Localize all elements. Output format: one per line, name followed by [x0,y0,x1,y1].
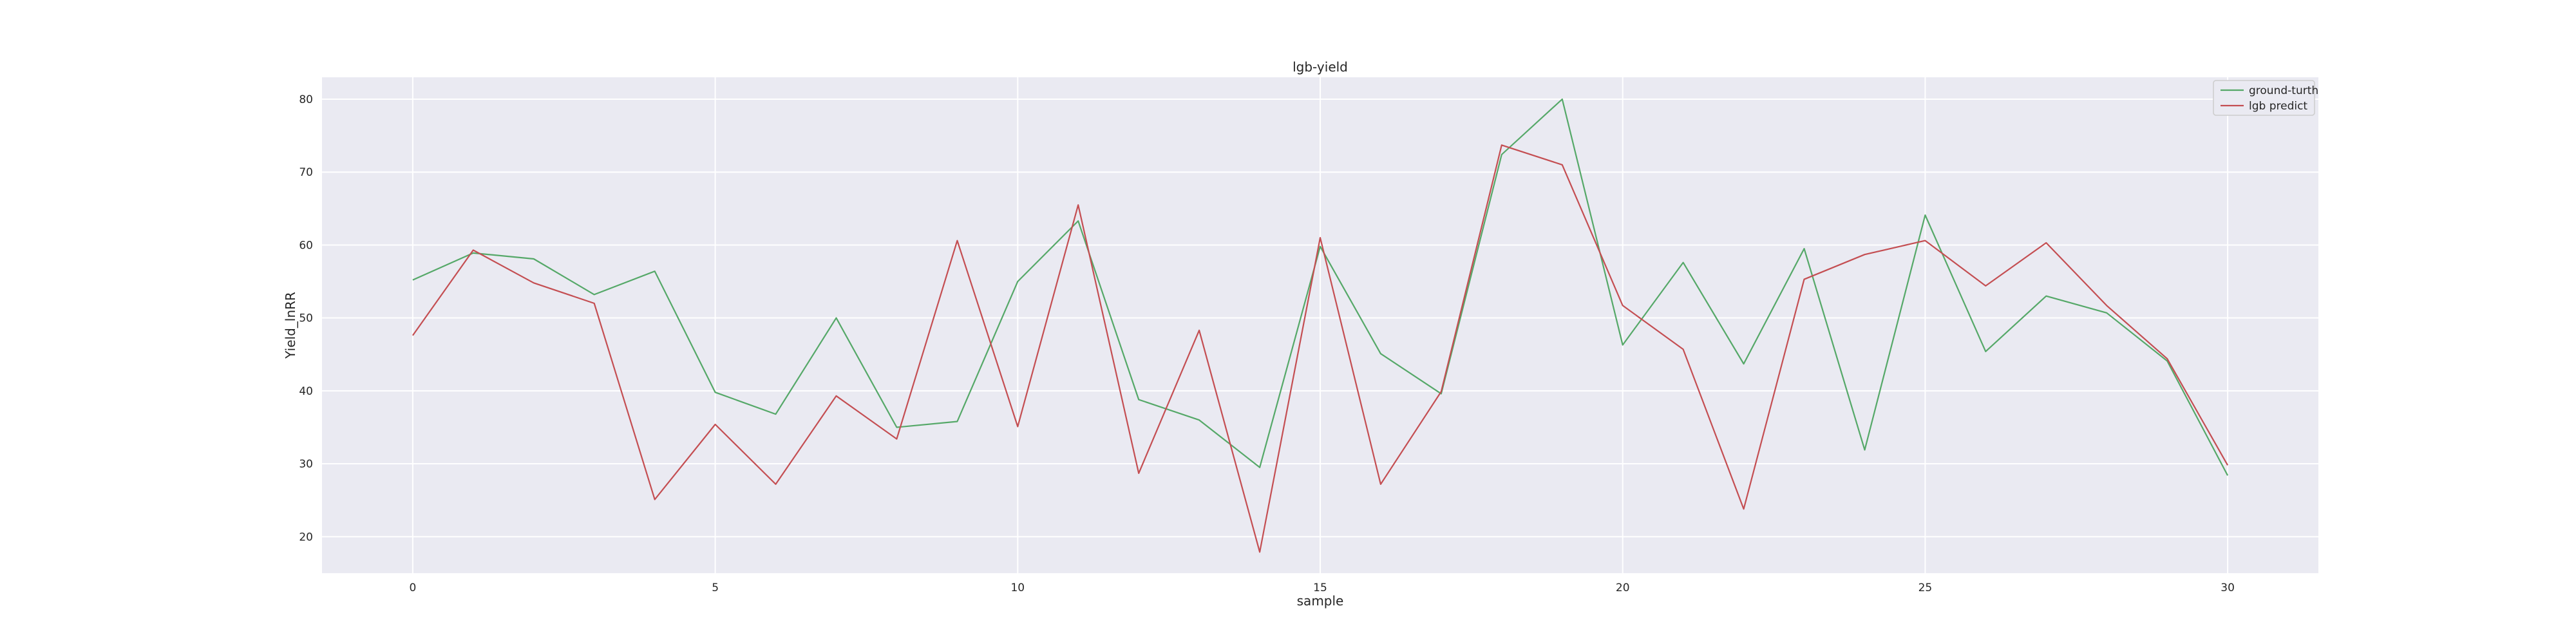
legend-label-ground-turth: ground-turth [2249,84,2318,97]
x-tick-label: 25 [1918,582,1933,594]
x-tick-label: 5 [712,582,719,594]
x-tick-label: 10 [1010,582,1025,594]
x-axis-label: sample [1297,593,1344,609]
y-tick-label: 30 [299,458,313,471]
x-tick-label: 0 [409,582,416,594]
series-lines [412,98,2229,553]
y-axis-label: Yield_lnRR [283,292,298,359]
legend-label-lgb-predict: lgb predict [2249,100,2307,113]
x-tick-label: 30 [2221,582,2235,594]
y-tick-label: 80 [299,93,313,106]
x-tick-labels: 0 5 10 15 20 25 30 [409,582,2234,594]
y-tick-label: 20 [299,531,313,544]
y-tick-label: 40 [299,385,313,398]
y-tick-labels: 20 30 40 50 60 70 80 [299,93,313,544]
y-tick-label: 50 [299,312,313,325]
legend: ground-turth lgb predict [2213,80,2318,116]
series-line-ground-turth [412,98,2229,476]
series-line-lgb-predict [412,144,2229,553]
x-tick-label: 20 [1616,582,1630,594]
x-tick-label: 15 [1313,582,1327,594]
legend-frame [2213,80,2315,116]
grid-lines [322,77,2318,573]
y-tick-label: 70 [299,166,313,179]
y-tick-label: 60 [299,239,313,252]
chart-title: lgb-yield [1293,59,1348,75]
